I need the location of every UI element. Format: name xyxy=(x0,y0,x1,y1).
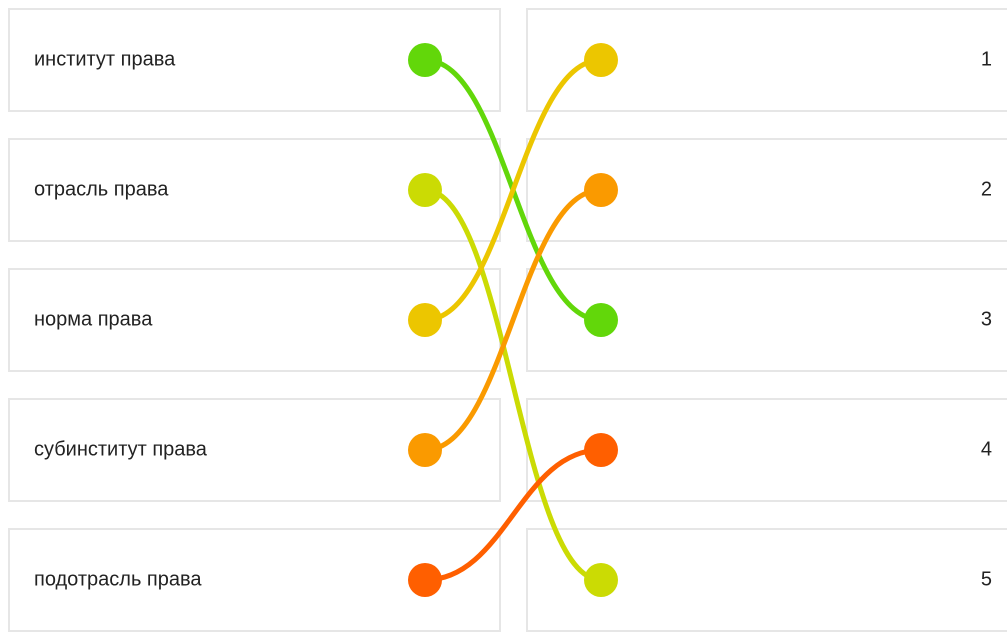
right-connector-dot-3[interactable] xyxy=(584,303,618,337)
left-item-label: норма права xyxy=(34,308,153,331)
left-connector-dot-1[interactable] xyxy=(408,43,442,77)
left-connector-dot-2[interactable] xyxy=(408,173,442,207)
right-item-label: 1 xyxy=(980,48,992,71)
left-item-label: отрасль права xyxy=(34,178,169,201)
right-item-label: 5 xyxy=(980,568,992,591)
right-connector-dot-5[interactable] xyxy=(584,563,618,597)
left-connector-dot-4[interactable] xyxy=(408,433,442,467)
right-connector-dot-1[interactable] xyxy=(584,43,618,77)
right-item-label: 3 xyxy=(980,308,992,331)
left-connector-dot-3[interactable] xyxy=(408,303,442,337)
right-connector-dot-4[interactable] xyxy=(584,433,618,467)
connection-line-2 xyxy=(422,187,604,583)
left-item-label: подотрасль права xyxy=(34,568,202,591)
right-item-label: 4 xyxy=(980,438,992,461)
left-item-label: институт права xyxy=(34,48,176,71)
right-connector-dot-2[interactable] xyxy=(584,173,618,207)
left-item-label: субинститут права xyxy=(34,438,207,461)
right-item-label: 2 xyxy=(980,178,992,201)
left-connector-dot-5[interactable] xyxy=(408,563,442,597)
